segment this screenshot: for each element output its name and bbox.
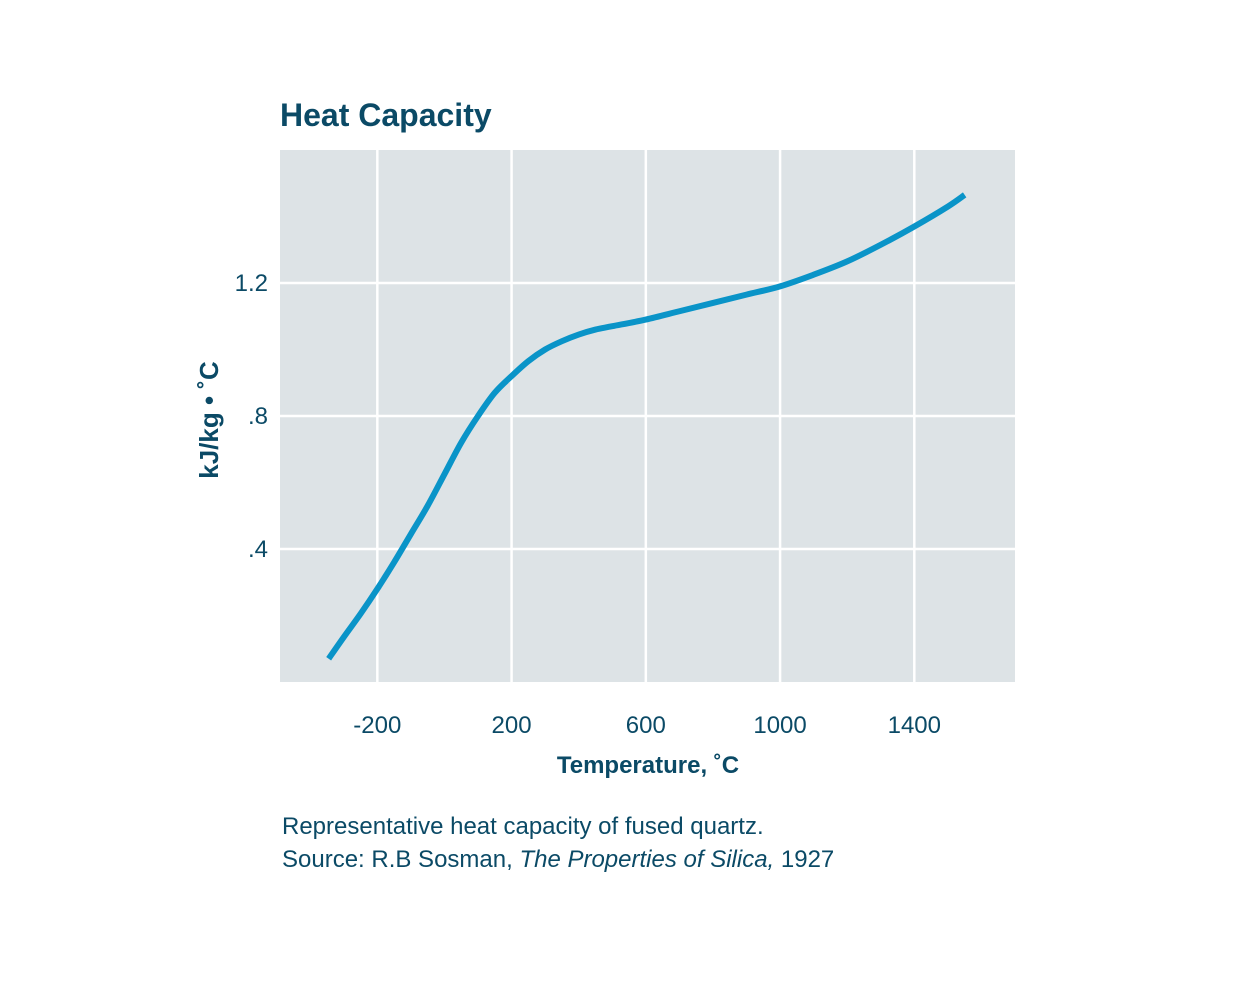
y-axis-label: kJ/kg • ˚C xyxy=(194,361,224,479)
caption-source-title: The Properties of Silica, xyxy=(519,846,775,873)
series-line xyxy=(326,192,967,661)
caption-source: Source: R.B Sosman, The Properties of Si… xyxy=(282,843,834,876)
x-tick-label: 600 xyxy=(626,712,666,739)
y-tick-label: 1.2 xyxy=(235,270,268,297)
x-axis-label: Temperature, ˚C xyxy=(557,752,739,779)
y-tick-labels: .4 .8 1.2 xyxy=(235,270,268,563)
x-tick-label: -200 xyxy=(353,712,401,739)
caption-source-prefix: Source: R.B Sosman, xyxy=(282,846,520,873)
caption-description: Representative heat capacity of fused qu… xyxy=(282,813,764,840)
series-layer xyxy=(326,192,967,661)
y-tick-label: .4 xyxy=(248,536,268,563)
x-tick-label: 1400 xyxy=(888,712,941,739)
x-tick-labels: -200 200 600 1000 1400 xyxy=(353,712,941,739)
x-tick-label: 200 xyxy=(492,712,532,739)
caption-source-year: 1927 xyxy=(774,846,835,873)
figure-caption: Representative heat capacity of fused qu… xyxy=(282,810,834,876)
y-tick-label: .8 xyxy=(248,403,268,430)
x-tick-label: 1000 xyxy=(753,712,806,739)
chart-title: Heat Capacity xyxy=(280,97,492,133)
